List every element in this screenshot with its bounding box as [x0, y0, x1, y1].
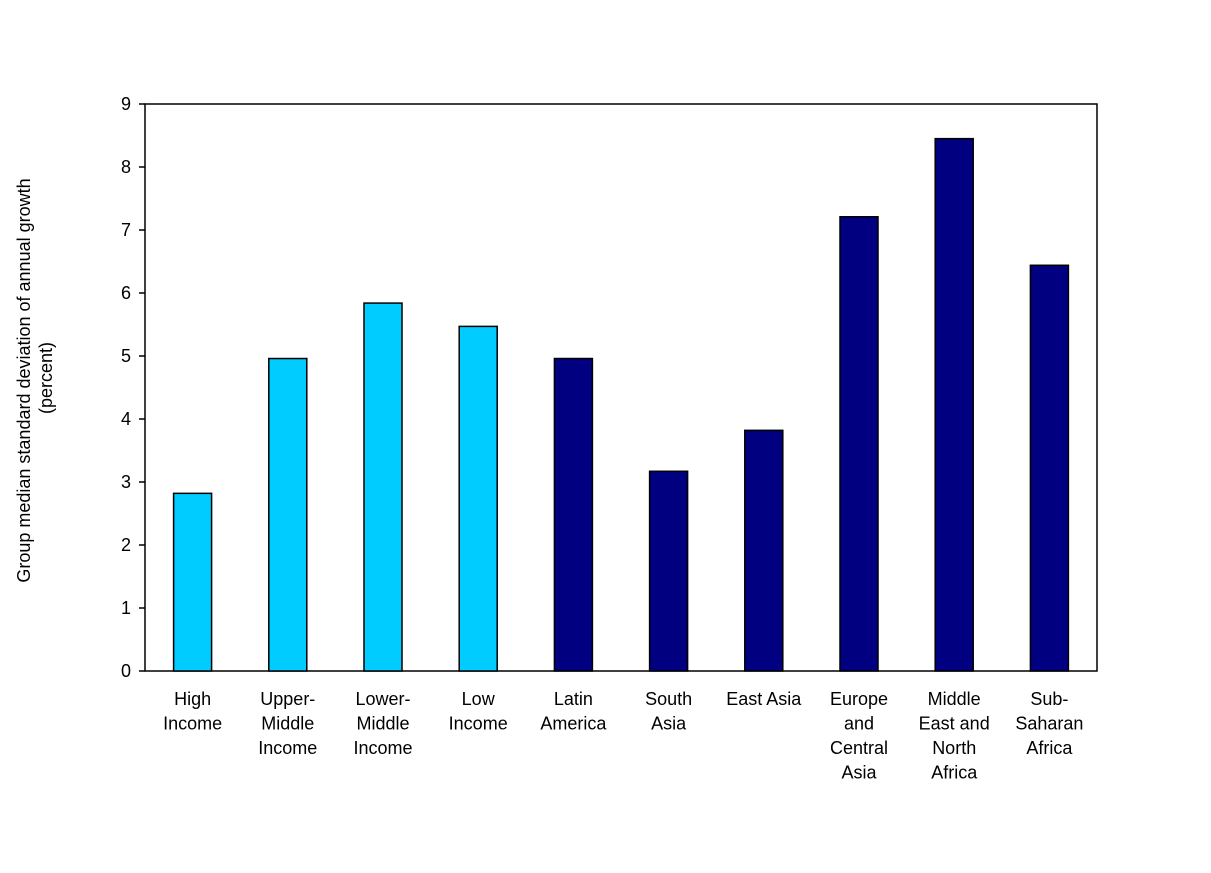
x-category-label-line: Upper- [260, 689, 315, 709]
x-category-label-line: Sub- [1030, 689, 1068, 709]
y-tick-label: 8 [121, 157, 131, 177]
x-category-label: Middle East and North Africa [919, 689, 990, 783]
x-category-label-line: Income [353, 738, 412, 758]
x-category-label: South Asia [645, 689, 692, 734]
x-category-label-line: Low [462, 689, 496, 709]
y-axis: 0 1 2 3 4 5 6 7 8 9 [121, 94, 145, 681]
bar [553, 357, 594, 672]
bar [744, 429, 784, 672]
y-tick-label: 1 [121, 598, 131, 618]
bar [363, 302, 403, 672]
x-category-label-line: Lower- [355, 689, 410, 709]
bar [839, 216, 879, 672]
x-category-label-line: Asia [841, 763, 877, 783]
x-category-label-line: Africa [1026, 738, 1073, 758]
bar [268, 357, 308, 672]
x-category-label-line: Income [163, 714, 222, 734]
bars [172, 137, 1070, 672]
y-tick-label: 6 [121, 283, 131, 303]
x-category-label-line: Europe [830, 689, 888, 709]
y-tick-label: 9 [121, 94, 131, 114]
x-category-label-line: North [932, 738, 976, 758]
x-category-label-line: Income [258, 738, 317, 758]
x-category-label: Sub- Saharan Africa [1015, 689, 1083, 758]
y-axis-title: Group median standard deviation of annua… [14, 173, 56, 582]
x-category-label-line: Income [449, 714, 508, 734]
x-category-label: East Asia [726, 689, 802, 709]
bar [172, 492, 213, 672]
x-category-label: Lower- Middle Income [353, 689, 412, 758]
bar [648, 470, 689, 672]
x-category-label-line: Asia [651, 714, 687, 734]
y-tick-label: 0 [121, 661, 131, 681]
x-category-label-line: Middle [261, 714, 314, 734]
x-category-label: Low Income [449, 689, 508, 734]
bar [458, 325, 498, 672]
x-category-label: Upper- Middle Income [258, 689, 317, 758]
y-tick-label: 3 [121, 472, 131, 492]
y-tick-label: 2 [121, 535, 131, 555]
bar [934, 137, 974, 672]
x-category-label-line: Latin [554, 689, 593, 709]
y-tick-label: 4 [121, 409, 131, 429]
x-category-label-line: Central [830, 738, 888, 758]
x-category-label: High Income [163, 689, 222, 734]
x-category-label-line: Middle [356, 714, 409, 734]
x-category-label-line: High [174, 689, 211, 709]
y-tick-label: 7 [121, 220, 131, 240]
x-category-label-line: Middle [928, 689, 981, 709]
x-category-label-line: South [645, 689, 692, 709]
x-category-label-line: East Asia [726, 689, 802, 709]
x-category-label-line: Africa [931, 763, 978, 783]
x-category-label-line: America [540, 714, 607, 734]
x-category-label: Europe and Central Asia [830, 689, 888, 783]
x-axis-labels: High Income Upper- Middle Income Lower- Middle… [163, 689, 1083, 783]
x-category-label: Latin America [540, 689, 607, 734]
y-axis-title-line: (percent) [36, 342, 56, 414]
x-category-label-line: Saharan [1015, 714, 1083, 734]
x-category-label-line: and [844, 714, 874, 734]
y-tick-label: 5 [121, 346, 131, 366]
y-axis-title-line: Group median standard deviation of annua… [14, 178, 34, 582]
x-category-label-line: East and [919, 714, 990, 734]
bar [1029, 264, 1070, 672]
